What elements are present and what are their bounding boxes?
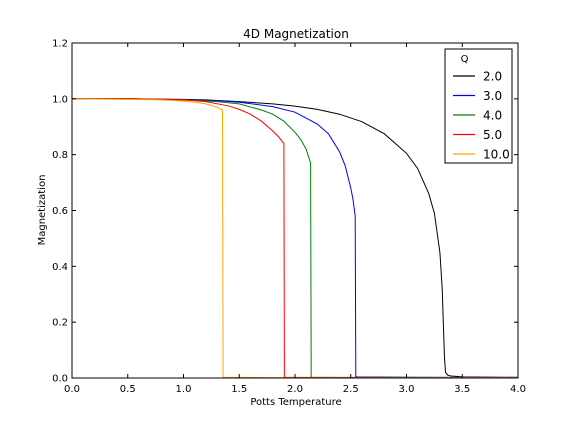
x-tick-label: 1.5: [231, 384, 247, 395]
x-tick-label: 1.0: [176, 384, 192, 395]
legend-title: Q: [461, 54, 469, 65]
y-tick-label: 0.0: [52, 374, 68, 385]
legend-label-4: 10.0: [483, 148, 510, 162]
legend: Q 2.0 3.0 4.0 5.0 10.0: [444, 48, 513, 164]
y-axis-label: Magnetization: [37, 175, 48, 246]
x-tick-label: 3.0: [399, 384, 415, 395]
x-tick-label: 2.5: [343, 384, 359, 395]
legend-box: [444, 48, 513, 164]
x-tick-label: 0.0: [64, 384, 80, 395]
x-tick-label: 2.0: [287, 384, 303, 395]
x-tick-label: 0.5: [120, 384, 136, 395]
legend-label-1: 3.0: [483, 89, 502, 103]
x-tick-label: 3.5: [454, 384, 470, 395]
y-tick-label: 0.4: [52, 262, 68, 273]
x-tick-label: 4.0: [510, 384, 526, 395]
x-axis-label: Potts Temperature: [250, 397, 341, 408]
y-tick-label: 1.2: [52, 39, 68, 50]
legend-label-0: 2.0: [483, 70, 502, 84]
y-tick-label: 0.8: [52, 150, 68, 161]
series-layer: [71, 98, 519, 379]
legend-label-2: 4.0: [483, 109, 502, 123]
axes-layer: 0.0 0.5 1.0 1.5 2.0 2.5 3.0 3.5 4.0 0.0 0.2 0.4 0.6 0…: [52, 39, 526, 396]
y-tick-label: 1.0: [52, 94, 68, 105]
y-tick-label: 0.6: [52, 206, 68, 217]
chart-title: 4D Magnetization: [243, 27, 349, 41]
y-tick-label: 0.2: [52, 318, 68, 329]
legend-label-3: 5.0: [483, 128, 502, 142]
